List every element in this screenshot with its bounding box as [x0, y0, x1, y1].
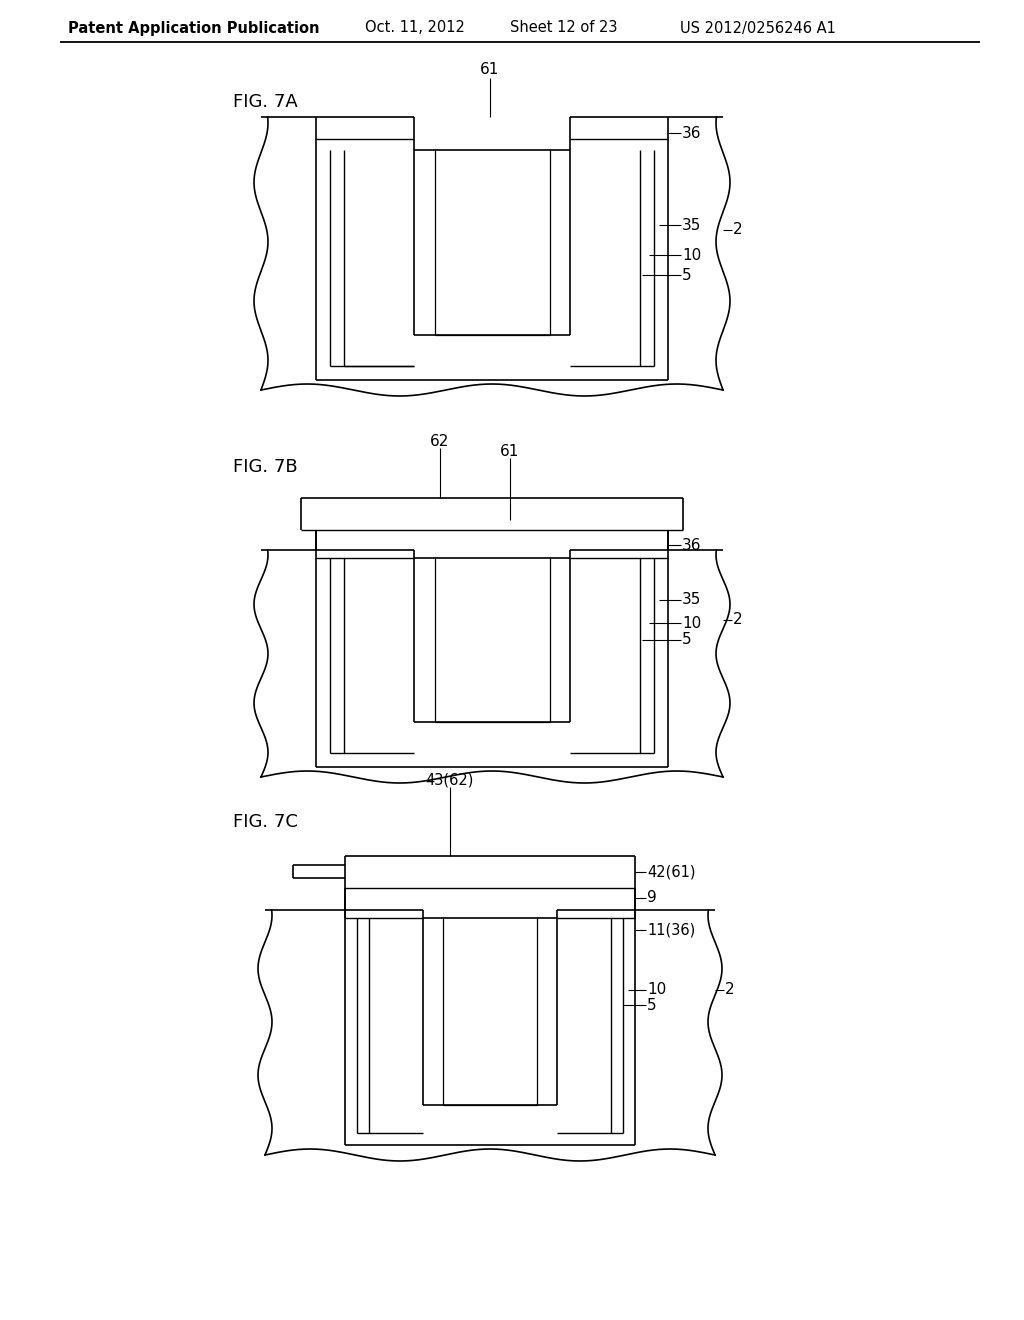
Text: 43(62): 43(62)	[426, 772, 474, 788]
Bar	[396, 540, 416, 722]
Bar	[566, 139, 668, 152]
Text: 10: 10	[682, 248, 701, 263]
Text: 2: 2	[733, 223, 742, 238]
Bar	[396, 722, 571, 737]
Text: 2: 2	[733, 612, 742, 627]
Bar	[443, 900, 537, 1105]
Bar	[407, 906, 425, 1105]
Text: 10: 10	[647, 982, 667, 998]
Text: 35: 35	[682, 593, 701, 607]
Bar	[293, 865, 345, 878]
Text: 61: 61	[480, 62, 500, 78]
Bar	[555, 906, 573, 1105]
Bar	[566, 117, 668, 139]
Bar	[423, 909, 557, 920]
Text: US 2012/0256246 A1: US 2012/0256246 A1	[680, 21, 836, 36]
Bar	[568, 121, 668, 380]
Bar	[316, 531, 668, 550]
Bar	[316, 722, 668, 767]
Bar	[316, 335, 668, 380]
Bar	[396, 335, 571, 348]
Text: 35: 35	[682, 218, 701, 232]
Text: FIG. 7C: FIG. 7C	[233, 813, 298, 832]
Text: 9: 9	[647, 891, 656, 906]
Bar	[345, 888, 635, 909]
Bar	[566, 550, 668, 560]
Bar	[407, 1105, 555, 1117]
Bar	[396, 132, 416, 335]
Bar	[316, 550, 418, 560]
Bar	[345, 895, 425, 1144]
Text: Patent Application Publication: Patent Application Publication	[68, 21, 319, 36]
Text: 36: 36	[682, 125, 701, 140]
Bar	[435, 531, 550, 722]
Text: FIG. 7B: FIG. 7B	[233, 458, 298, 477]
Bar	[553, 909, 635, 920]
Text: Sheet 12 of 23: Sheet 12 of 23	[510, 21, 617, 36]
Bar	[316, 121, 416, 380]
Text: 62: 62	[430, 434, 450, 450]
Text: FIG. 7A: FIG. 7A	[233, 92, 298, 111]
Bar	[316, 117, 418, 139]
Text: 36: 36	[682, 537, 701, 553]
Text: 42(61): 42(61)	[647, 865, 695, 879]
Text: 11(36): 11(36)	[647, 923, 695, 937]
Bar	[435, 121, 550, 335]
Text: 10: 10	[682, 615, 701, 631]
Bar	[414, 550, 570, 560]
Text: 5: 5	[647, 998, 656, 1012]
Bar	[301, 498, 683, 531]
Text: 5: 5	[682, 632, 691, 648]
Bar	[345, 855, 635, 888]
Text: 61: 61	[501, 445, 520, 459]
Bar	[555, 895, 635, 1144]
Bar	[345, 909, 427, 920]
Bar	[568, 540, 588, 722]
Text: 5: 5	[682, 268, 691, 282]
Bar	[568, 531, 668, 767]
Bar	[345, 1105, 635, 1144]
Text: 2: 2	[725, 982, 734, 998]
Bar	[568, 132, 588, 335]
Bar	[316, 531, 416, 767]
Text: Oct. 11, 2012: Oct. 11, 2012	[365, 21, 465, 36]
Bar	[316, 139, 418, 152]
